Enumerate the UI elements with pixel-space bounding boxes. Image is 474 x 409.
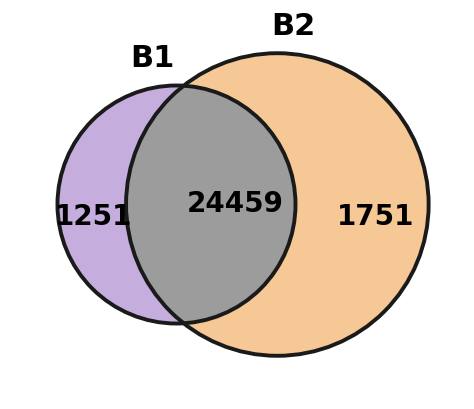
Circle shape <box>57 85 295 324</box>
Circle shape <box>126 53 428 356</box>
Text: B1: B1 <box>130 45 174 73</box>
Text: 1751: 1751 <box>337 202 414 231</box>
Circle shape <box>126 53 428 356</box>
Text: B2: B2 <box>271 12 316 41</box>
Text: 1251: 1251 <box>55 202 132 231</box>
Text: 24459: 24459 <box>187 191 283 218</box>
